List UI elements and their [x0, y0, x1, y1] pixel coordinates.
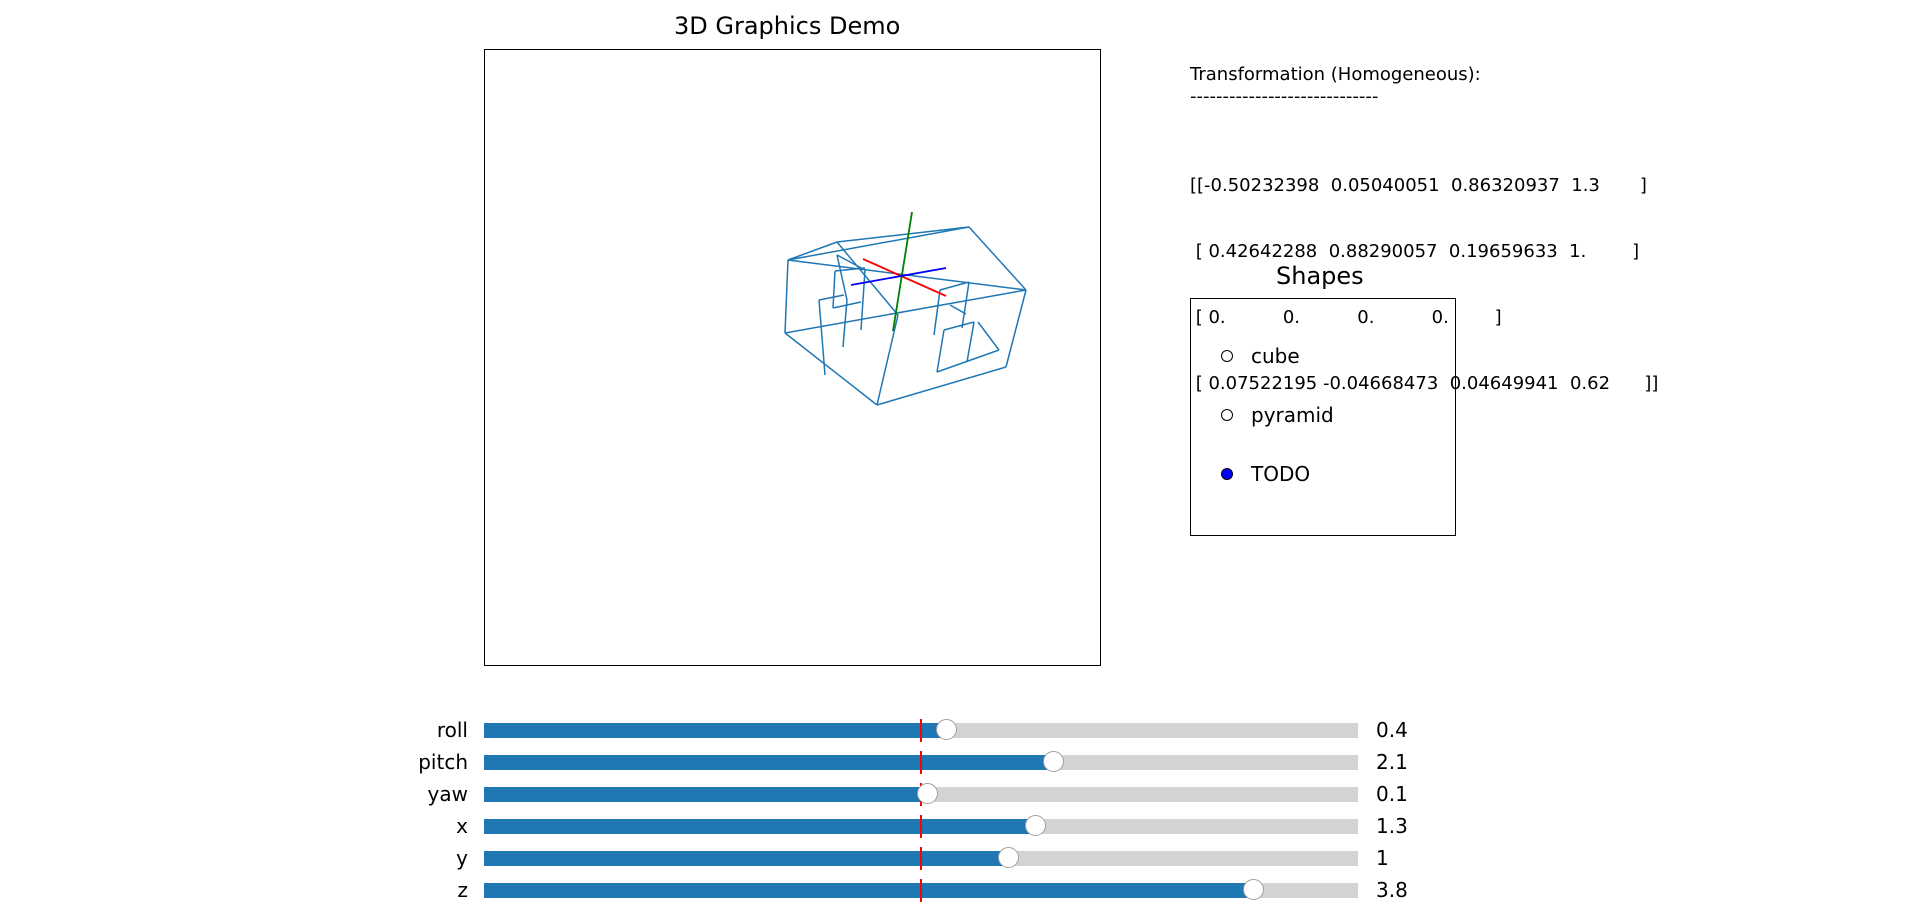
radio-button-icon[interactable]	[1221, 350, 1233, 362]
slider-handle[interactable]	[1042, 751, 1064, 772]
shapes-radio-group: cube pyramid TODO	[1190, 298, 1456, 536]
wireframe-edge	[818, 299, 826, 376]
slider-initial-marker	[920, 719, 922, 742]
wireframe-edge	[787, 226, 970, 261]
slider-initial-marker	[920, 751, 922, 774]
slider-value-y: 1	[1376, 846, 1389, 870]
slider-label-y: y	[456, 846, 468, 870]
wireframe-edge	[784, 289, 1027, 334]
wireframe-edge	[832, 270, 836, 309]
slider-value-roll: 0.4	[1376, 718, 1408, 742]
wireframe-edge	[966, 321, 975, 363]
wireframe-edge	[876, 366, 1007, 406]
slider-fill	[484, 723, 947, 738]
slider-handle[interactable]	[998, 847, 1020, 868]
radio-button-icon[interactable]	[1221, 409, 1233, 421]
wireframe-edge	[832, 301, 862, 309]
slider-value-pitch: 2.1	[1376, 750, 1408, 774]
slider-initial-marker	[920, 847, 922, 870]
slider-value-yaw: 0.1	[1376, 782, 1408, 806]
wireframe-edge	[933, 289, 941, 336]
radio-label: cube	[1251, 344, 1300, 368]
slider-handle[interactable]	[1243, 879, 1265, 900]
slider-y[interactable]	[484, 847, 1358, 870]
radio-pyramid[interactable]: pyramid	[1221, 400, 1334, 430]
wireframe-scene	[784, 211, 1027, 406]
wireframe-edge	[834, 267, 866, 272]
slider-z[interactable]	[484, 879, 1358, 902]
matrix-row: [ 0.42642288 0.88290057 0.19659633 1. ]	[1190, 241, 1640, 262]
wireframe-edge	[860, 269, 866, 331]
wireframe-edge	[949, 304, 967, 315]
slider-label-yaw: yaw	[427, 782, 468, 806]
slider-handle[interactable]	[936, 719, 958, 740]
slider-fill	[484, 787, 928, 802]
graphics-canvas[interactable]	[484, 49, 1101, 666]
slider-label-x: x	[456, 814, 468, 838]
matrix-rule: -----------------------------	[1190, 86, 1379, 107]
slider-yaw[interactable]	[484, 783, 1358, 806]
slider-value-z: 3.8	[1376, 878, 1408, 902]
radio-label: pyramid	[1251, 403, 1334, 427]
shapes-title: Shapes	[1276, 262, 1364, 290]
slider-label-z: z	[457, 878, 469, 902]
wireframe-edge	[836, 226, 970, 243]
slider-x[interactable]	[484, 815, 1358, 838]
slider-fill	[484, 883, 1254, 898]
slider-handle[interactable]	[917, 783, 939, 804]
wireframe-edge	[836, 254, 866, 271]
slider-value-x: 1.3	[1376, 814, 1408, 838]
slider-fill	[484, 819, 1035, 834]
wireframe-edge	[818, 294, 845, 301]
wireframe-edge	[943, 321, 975, 331]
wireframe-edge	[836, 254, 848, 301]
wireframe-edge	[787, 241, 838, 261]
radio-label: TODO	[1251, 462, 1311, 486]
wireframe-edge	[968, 226, 1027, 291]
matrix-row: [[-0.50232398 0.05040051 0.86320937 1.3 …	[1190, 175, 1647, 196]
wireframe-edge	[961, 281, 970, 329]
radio-button-icon[interactable]	[1221, 468, 1233, 480]
wireframe-edge	[836, 241, 899, 316]
wireframe-edge	[939, 281, 970, 291]
slider-roll[interactable]	[484, 719, 1358, 742]
wireframe-edge	[784, 259, 789, 334]
slider-initial-marker	[920, 879, 922, 902]
wireframe-edge	[1005, 289, 1027, 368]
wireframe-edge	[977, 321, 1000, 351]
slider-fill	[484, 755, 1053, 770]
wireframe-edge	[876, 314, 899, 406]
axis-y-line	[892, 211, 913, 332]
wireframe-edge	[784, 332, 878, 406]
wireframe-edge	[936, 329, 945, 373]
slider-handle[interactable]	[1024, 815, 1046, 836]
axis-z-line	[850, 267, 947, 286]
slider-initial-marker	[920, 815, 922, 838]
slider-fill	[484, 851, 1009, 866]
matrix-row: [ 0. 0. 0. 0. ]	[1190, 307, 1502, 328]
matrix-heading: Transformation (Homogeneous):	[1190, 64, 1481, 85]
radio-cube[interactable]: cube	[1221, 341, 1300, 371]
wireframe-edge	[842, 299, 848, 348]
wireframe-edge	[936, 349, 1000, 373]
matrix-row: [ 0.07522195 -0.04668473 0.04649941 0.62…	[1190, 373, 1659, 394]
transformation-matrix: [[-0.50232398 0.05040051 0.86320937 1.3 …	[1190, 131, 1658, 417]
radio-todo[interactable]: TODO	[1221, 459, 1310, 489]
axis-x-line	[862, 258, 947, 297]
canvas-title: 3D Graphics Demo	[674, 12, 901, 40]
slider-pitch[interactable]	[484, 751, 1358, 774]
slider-label-pitch: pitch	[418, 750, 468, 774]
slider-label-roll: roll	[436, 718, 468, 742]
